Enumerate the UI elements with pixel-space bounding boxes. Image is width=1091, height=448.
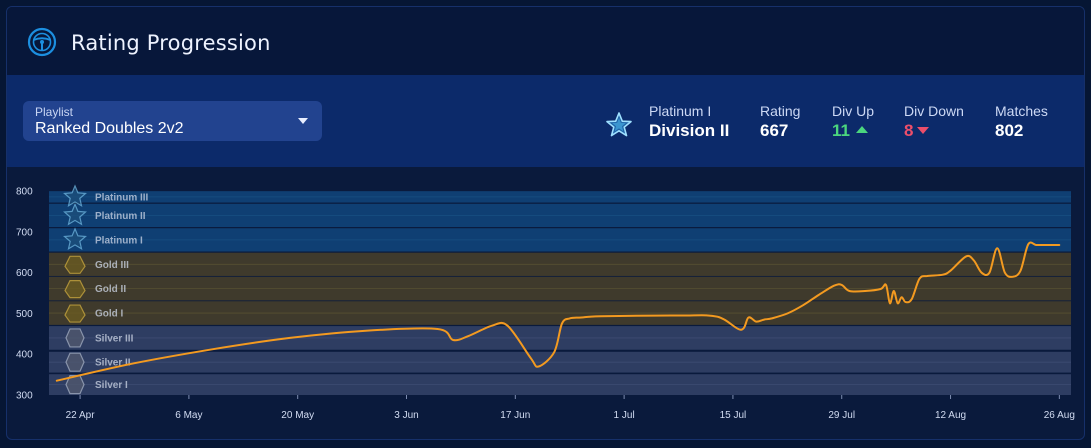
band-label: Gold II	[95, 284, 126, 295]
rank-division: Division II	[649, 121, 730, 140]
x-tick-label: 29 Jul	[828, 410, 855, 421]
div-down-stat: Div Down 8	[904, 103, 964, 141]
y-tick-label: 700	[16, 227, 33, 238]
div-down-label: Div Down	[904, 103, 964, 119]
matches-value: 802	[995, 121, 1024, 140]
rank-tier: Platinum I	[649, 103, 712, 119]
silver-badge-icon	[65, 328, 85, 348]
x-tick-label: 6 May	[175, 410, 202, 421]
silver-badge-icon	[65, 352, 85, 372]
band-label: Platinum II	[95, 211, 146, 222]
div-up-value: 11	[832, 121, 850, 140]
playlist-value: Ranked Doubles 2v2	[35, 120, 184, 137]
steering-wheel-icon	[27, 27, 57, 57]
silver-badge-icon	[65, 375, 85, 395]
x-tick-label: 17 Jun	[500, 410, 530, 421]
x-tick-label: 15 Jul	[720, 410, 747, 421]
band-label: Silver II	[95, 358, 131, 369]
rating-label: Rating	[760, 103, 801, 119]
rating-value: 667	[760, 121, 789, 140]
band-label: Platinum I	[95, 235, 143, 246]
div-up-label: Div Up	[832, 103, 875, 119]
y-tick-label: 800	[16, 187, 33, 198]
chevron-down-icon	[298, 118, 308, 124]
page-title: Rating Progression	[71, 31, 271, 55]
y-tick-label: 400	[16, 350, 33, 361]
band-label: Gold I	[95, 309, 124, 320]
playlist-dropdown[interactable]: Playlist Ranked Doubles 2v2	[23, 101, 322, 141]
band-label: Platinum III	[95, 192, 149, 203]
div-up-stat: Div Up 11	[832, 103, 874, 141]
matches-stat: Matches 802	[995, 103, 1048, 141]
x-tick-label: 22 Apr	[66, 410, 96, 421]
matches-label: Matches	[995, 103, 1048, 119]
summary-band: Playlist Ranked Doubles 2v2 Platinum I D…	[7, 75, 1084, 167]
rating-stat: Rating 667	[760, 103, 800, 141]
arrow-up-icon	[855, 126, 868, 133]
platinum-star-icon	[63, 184, 87, 208]
panel-header: Rating Progression	[7, 7, 1084, 75]
platinum-star-icon	[63, 202, 87, 226]
playlist-label: Playlist	[35, 105, 74, 119]
gold-badge-icon	[64, 255, 86, 274]
y-tick-label: 300	[16, 391, 33, 402]
gold-badge-icon	[64, 279, 86, 299]
x-tick-label: 1 Jul	[614, 410, 635, 421]
x-tick-label: 20 May	[281, 410, 314, 421]
platinum-star-icon	[606, 112, 632, 137]
x-tick-label: 3 Jun	[394, 410, 418, 421]
band-label: Silver III	[95, 333, 134, 344]
x-tick-label: 26 Aug	[1044, 410, 1075, 421]
x-tick-label: 12 Aug	[935, 410, 966, 421]
band-label: Gold III	[95, 260, 129, 271]
gold-badge-icon	[64, 304, 86, 323]
arrow-down-icon	[917, 127, 930, 134]
rank-info: Platinum I Division II	[649, 103, 729, 141]
y-tick-label: 500	[16, 309, 33, 320]
band-label: Silver I	[95, 380, 128, 391]
div-down-value: 8	[904, 121, 914, 140]
series-line-rating	[55, 241, 1061, 382]
platinum-star-icon	[63, 227, 87, 251]
y-tick-label: 600	[16, 268, 33, 279]
